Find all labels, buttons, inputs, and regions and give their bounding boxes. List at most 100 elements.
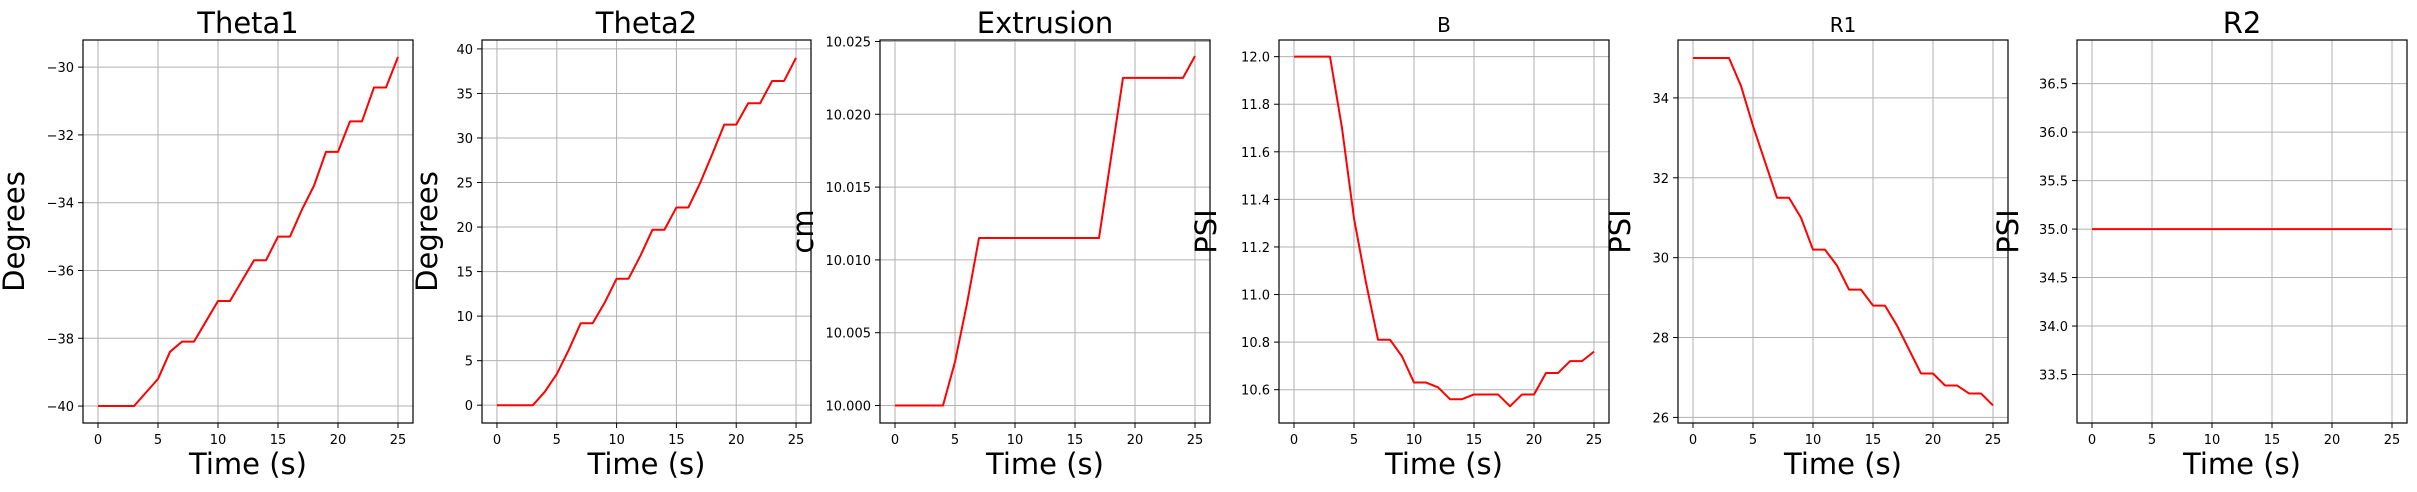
subplot-theta2: 0 5 10 15 20 25 0 5 10 15 20 25 30 35 40 Theta2 Time (s)… bbox=[410, 6, 812, 481]
y-axis-label: PSI bbox=[1189, 209, 1223, 253]
chart-title: Extrusion bbox=[977, 6, 1113, 40]
chart-title: Theta1 bbox=[196, 6, 299, 40]
x-tick-label: 15 bbox=[1466, 433, 1483, 448]
y-tick-label: 34 bbox=[1652, 92, 1669, 107]
y-tick-label: 10 bbox=[456, 310, 473, 325]
y-tick-label: 40 bbox=[456, 43, 473, 58]
y-tick-label: −32 bbox=[47, 129, 74, 144]
y-axis-label: cm bbox=[786, 209, 820, 253]
y-tick-label: 10.015 bbox=[826, 181, 872, 196]
y-tick-label: 36.5 bbox=[2039, 78, 2068, 93]
x-tick-label: 25 bbox=[390, 433, 407, 448]
axes-frame bbox=[481, 39, 812, 424]
y-tick-label: 25 bbox=[456, 177, 473, 192]
chart-title: Theta2 bbox=[595, 6, 698, 40]
x-axis-label: Time (s) bbox=[1384, 447, 1503, 481]
axes-frame bbox=[1278, 39, 1610, 424]
y-tick-label: −38 bbox=[47, 332, 74, 347]
x-tick-label: 15 bbox=[1865, 433, 1882, 448]
y-tick-label: −34 bbox=[47, 197, 74, 212]
x-tick-label: 25 bbox=[1985, 433, 2002, 448]
y-tick-label: −40 bbox=[47, 400, 74, 415]
y-axis-label: PSI bbox=[1991, 209, 2025, 253]
y-tick-label: 0 bbox=[465, 399, 473, 414]
x-tick-label: 25 bbox=[1187, 433, 1204, 448]
x-tick-label: 0 bbox=[891, 433, 899, 448]
y-tick-label: 11.4 bbox=[1241, 193, 1270, 208]
subplot-theta1: 0 5 10 15 20 25 −40 −38 −36 −34 −32 −30 Theta1 Time (… bbox=[0, 6, 414, 481]
x-tick-label: 10 bbox=[210, 433, 227, 448]
axes-frame bbox=[82, 39, 414, 424]
y-tick-label: −30 bbox=[47, 61, 74, 76]
x-tick-label: 5 bbox=[1350, 433, 1358, 448]
x-tick-label: 15 bbox=[1067, 433, 1084, 448]
subplot-b: 0 5 10 15 20 25 10.6 10.8 11.0 11.2 11.4 11.6 11.8 12… bbox=[1189, 13, 1610, 481]
x-tick-label: 5 bbox=[1749, 433, 1757, 448]
x-tick-label: 20 bbox=[330, 433, 347, 448]
subplot-r1: 0 5 10 15 20 25 26 28 30 32 34 R1 Time (s) PSI bbox=[1603, 13, 2009, 481]
y-tick-label: 10.005 bbox=[826, 327, 872, 342]
axes-frame bbox=[2076, 39, 2408, 424]
y-tick-label: 15 bbox=[456, 266, 473, 281]
x-tick-label: 20 bbox=[1925, 433, 1942, 448]
series-line-0 bbox=[1294, 55, 1595, 408]
x-tick-label: 0 bbox=[493, 433, 501, 448]
y-tick-label: 12.0 bbox=[1241, 51, 1270, 66]
x-axis-label: Time (s) bbox=[985, 447, 1104, 481]
x-tick-label: 20 bbox=[728, 433, 745, 448]
x-tick-label: 5 bbox=[553, 433, 561, 448]
y-axis-label: PSI bbox=[1603, 209, 1637, 253]
y-tick-label: 11.0 bbox=[1241, 289, 1270, 304]
x-tick-label: 25 bbox=[2384, 433, 2401, 448]
x-tick-label: 0 bbox=[1689, 433, 1697, 448]
x-tick-label: 15 bbox=[668, 433, 685, 448]
y-tick-label: 10.000 bbox=[826, 400, 872, 415]
y-tick-label: 11.6 bbox=[1241, 146, 1270, 161]
chart-title: R1 bbox=[1830, 13, 1857, 37]
x-axis-label: Time (s) bbox=[2182, 447, 2301, 481]
y-tick-label: 34.0 bbox=[2039, 320, 2068, 335]
x-tick-label: 10 bbox=[1805, 433, 1822, 448]
y-axis-label: Degrees bbox=[410, 171, 444, 292]
x-tick-label: 10 bbox=[1007, 433, 1024, 448]
x-tick-label: 20 bbox=[2324, 433, 2341, 448]
x-tick-label: 10 bbox=[1406, 433, 1423, 448]
x-tick-label: 10 bbox=[608, 433, 625, 448]
y-tick-label: 10.025 bbox=[826, 35, 872, 50]
x-tick-label: 5 bbox=[154, 433, 162, 448]
y-tick-label: 34.5 bbox=[2039, 272, 2068, 287]
y-tick-label: 11.2 bbox=[1241, 241, 1270, 256]
x-tick-label: 10 bbox=[2204, 433, 2221, 448]
axes-frame bbox=[1677, 39, 2009, 424]
y-tick-label: 20 bbox=[456, 221, 473, 236]
x-tick-label: 0 bbox=[2088, 433, 2096, 448]
chart-title: B bbox=[1437, 13, 1451, 37]
x-tick-label: 25 bbox=[1586, 433, 1603, 448]
y-tick-label: 30 bbox=[456, 132, 473, 147]
y-tick-label: −36 bbox=[47, 264, 74, 279]
y-tick-label: 32 bbox=[1652, 172, 1669, 187]
y-tick-label: 30 bbox=[1652, 252, 1669, 267]
y-tick-label: 10.020 bbox=[826, 108, 872, 123]
series-line-0 bbox=[1693, 56, 1994, 407]
axes-frame bbox=[879, 39, 1211, 424]
x-tick-label: 20 bbox=[1127, 433, 1144, 448]
x-axis-label: Time (s) bbox=[587, 447, 706, 481]
x-tick-label: 15 bbox=[2264, 433, 2281, 448]
y-axis-label: Degrees bbox=[0, 171, 31, 292]
y-tick-label: 35 bbox=[456, 87, 473, 102]
x-tick-label: 5 bbox=[2148, 433, 2156, 448]
subplot-extrusion: 0 5 10 15 20 25 10.000 10.005 10.010 10.015 10.020… bbox=[786, 6, 1211, 481]
y-tick-label: 36.0 bbox=[2039, 126, 2068, 141]
x-tick-label: 15 bbox=[270, 433, 287, 448]
y-tick-label: 5 bbox=[465, 355, 473, 370]
series-line-0 bbox=[496, 57, 797, 407]
x-tick-label: 0 bbox=[94, 433, 102, 448]
x-tick-label: 25 bbox=[788, 433, 805, 448]
y-tick-label: 10.6 bbox=[1241, 384, 1270, 399]
y-tick-label: 10.010 bbox=[826, 254, 872, 269]
y-tick-label: 11.8 bbox=[1241, 98, 1270, 113]
y-tick-label: 35.5 bbox=[2039, 175, 2068, 190]
series-line-0 bbox=[98, 56, 399, 408]
